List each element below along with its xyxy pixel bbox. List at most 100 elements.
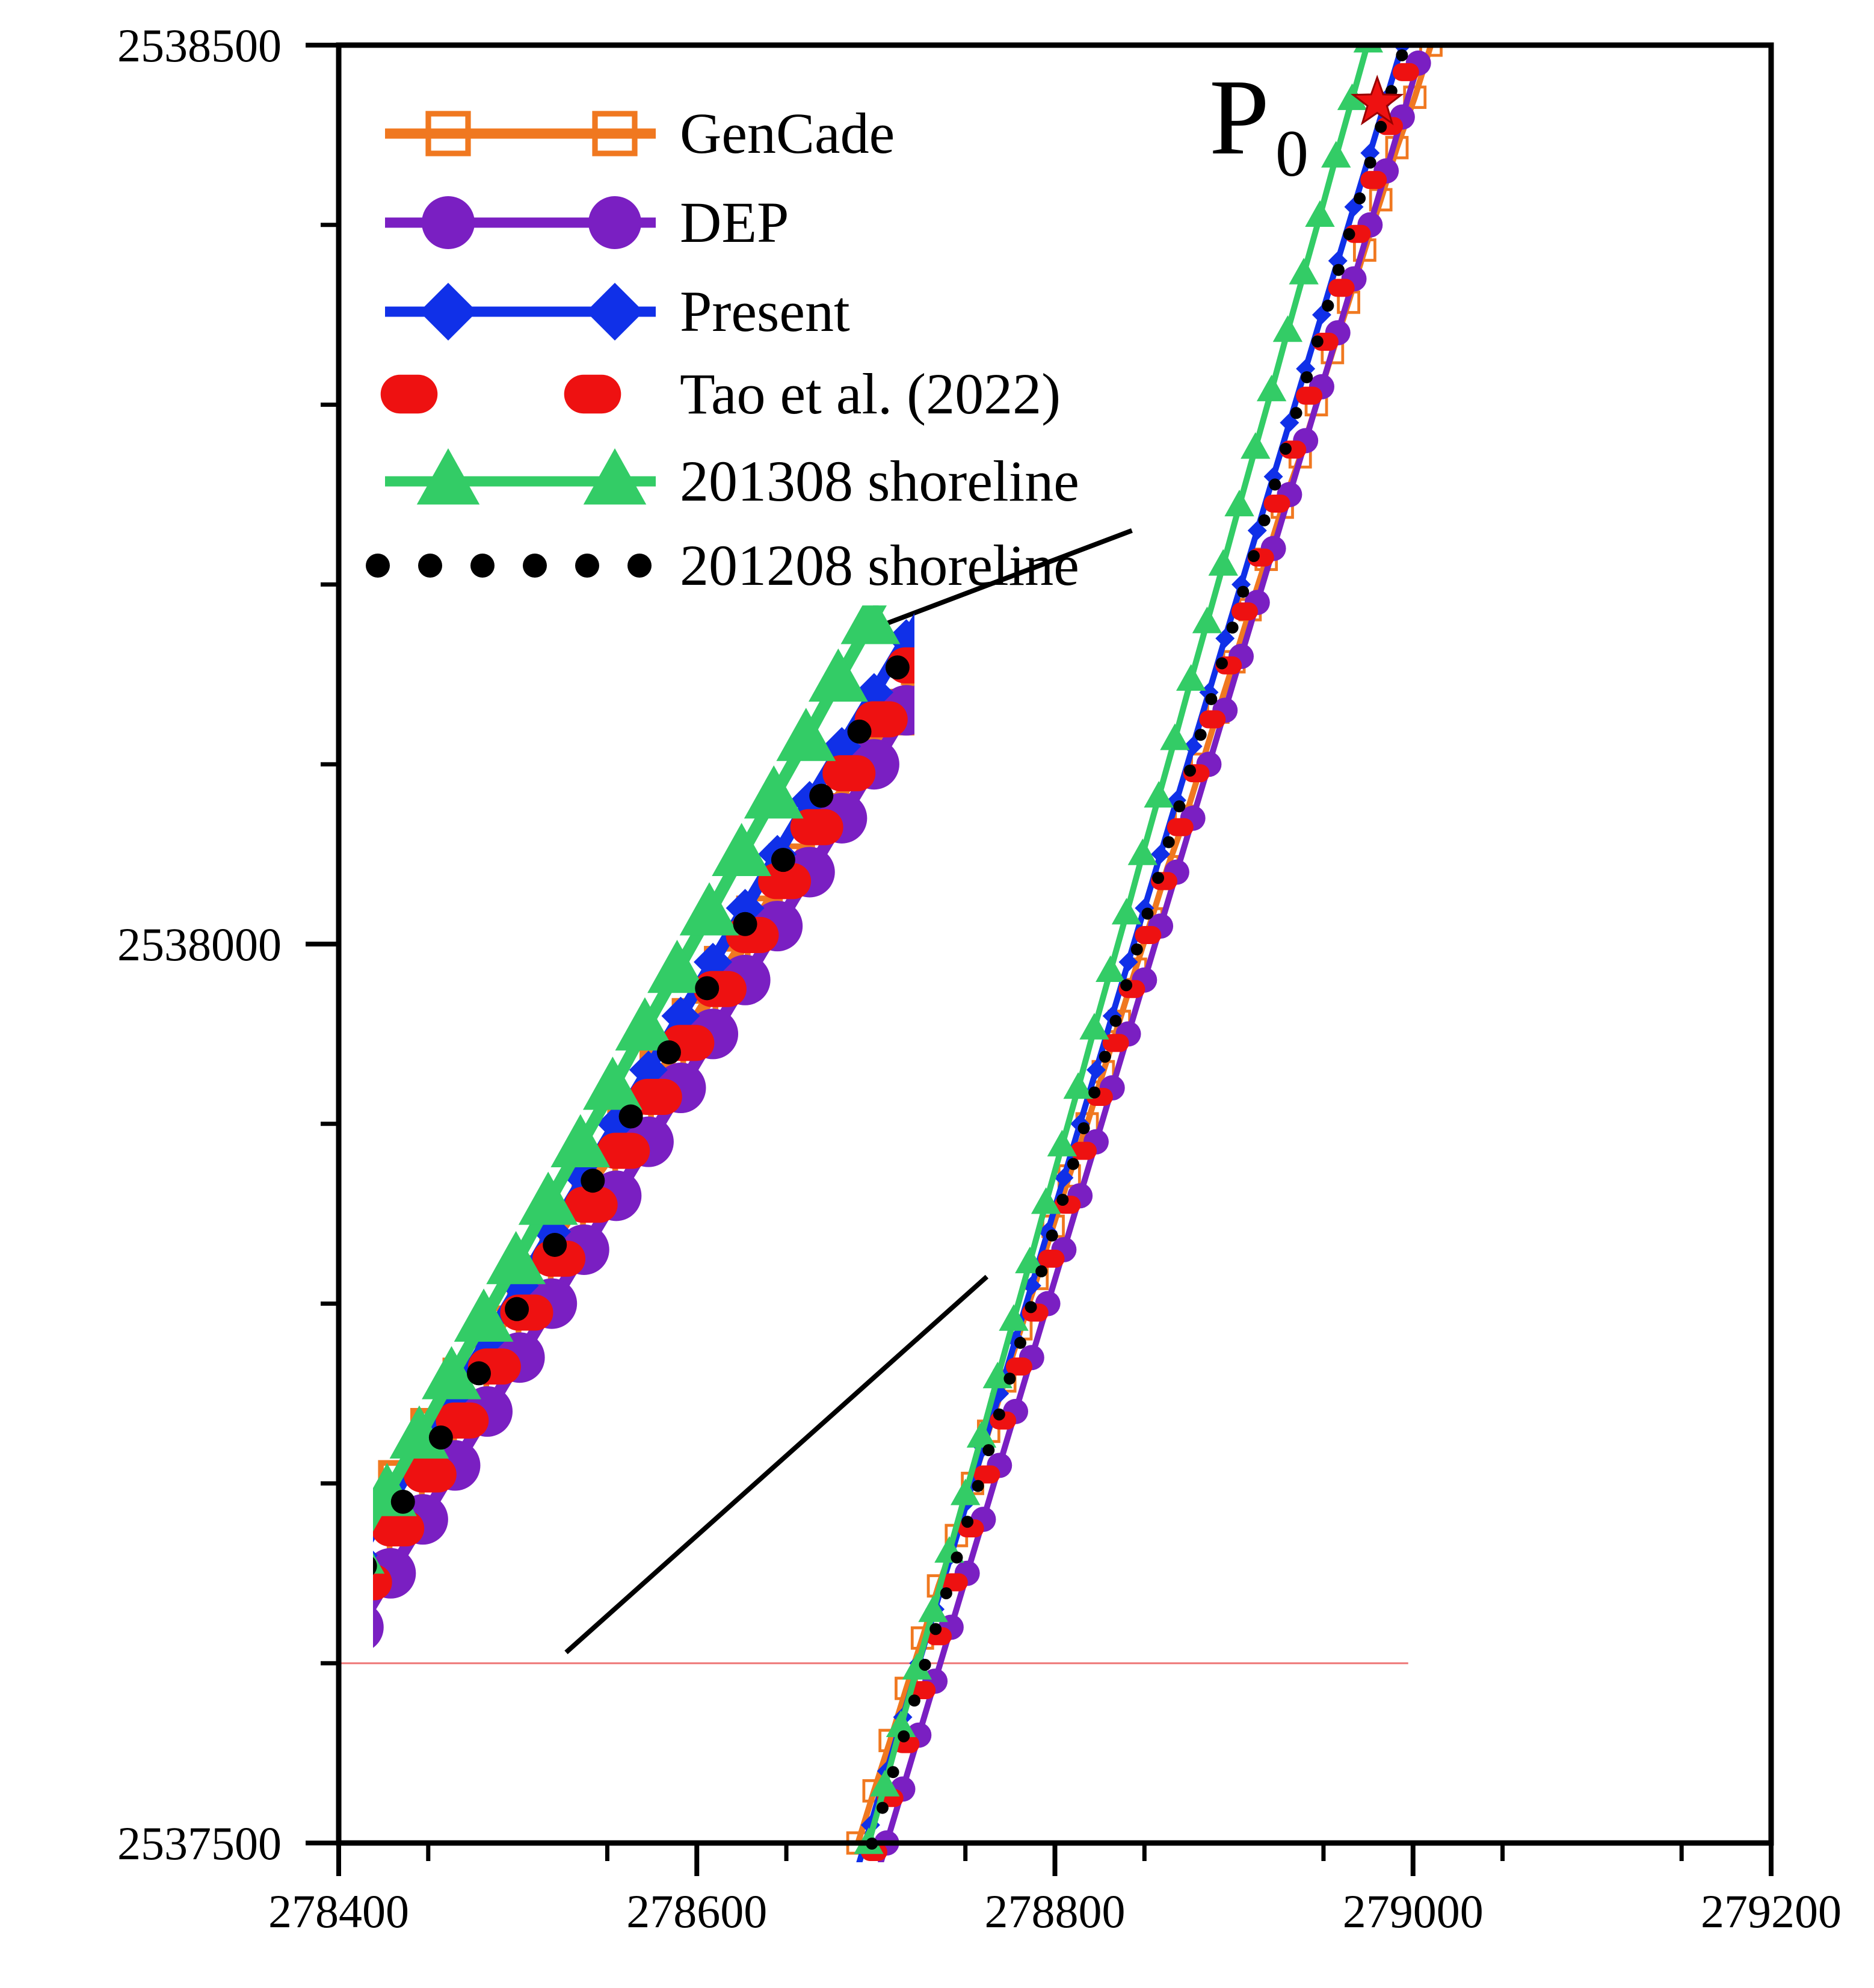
legend-marker-present-right [586,283,644,341]
series-201308-shoreline-point-24 [1241,432,1271,459]
inset-series-gencade-point-32 [1197,179,1238,220]
inset-series-present-point-30 [1112,242,1151,280]
inset-series-tao-et-al-2022-point-13 [564,1187,618,1223]
series-present-point-15 [1086,1060,1106,1080]
series-tao-et-al-2022-point-28 [1296,386,1323,405]
inset-series-gencade-point-1 [184,1770,225,1811]
series-present-point-21 [1183,736,1203,756]
series-present-point-0 [845,1869,864,1889]
inset-plot [140,0,1327,1976]
series-201308-shoreline-point-16 [1111,898,1142,925]
inset-connector-top [869,528,1133,632]
series-201308-shoreline-point-14 [1079,1013,1109,1040]
x-tick-label-1: 278600 [626,1885,767,1937]
legend-marker-201308-shoreline-right [583,448,647,505]
series-dep-point-1 [858,1885,883,1910]
series-tao-et-al-2022-point-30 [1328,279,1355,297]
inset-series-201308-shoreline-point-11 [518,1172,578,1225]
inset-series-tao-et-al-2022-point-35 [1274,0,1327,36]
inset-series-dep-point-7 [373,1548,416,1599]
series-201308-shoreline-point-1 [870,1770,900,1797]
inset-series-tao-et-al-2022-point-4 [274,1672,327,1708]
series-tao-et-al-2022-point-10 [1005,1357,1032,1376]
series-tao-et-al-2022-point-16 [1102,1034,1129,1052]
inset-series-dep-point-6 [373,1607,384,1648]
series-201308-shoreline-point-18 [1144,780,1174,808]
series-201308-shoreline-point-20 [1176,664,1206,691]
series-tao-et-al-2022-point-0 [845,1897,871,1915]
inset-connector-bottom [564,1274,989,1655]
series-present-point-35 [1409,0,1428,1]
inset-series-tao-et-al-2022-point-5 [307,1618,360,1654]
legend-label-201208-shoreline: 201208 shoreline [680,533,1079,597]
series-201308-shoreline-point-6 [950,1478,981,1505]
inset-series-201308-shoreline-point-31 [1163,10,1222,63]
series-tao-et-al-2022-point-6 [941,1573,968,1591]
inset-series-gencade-point-2 [216,1720,257,1761]
inset-series-tao-et-al-2022-point-30 [1112,270,1165,306]
legend-marker-tao-et-al-2022-right [564,374,621,414]
series-201308-shoreline-point-15 [1096,955,1126,983]
legend: GenCade DEP Present Tao et al. (2022) 201308… [366,101,1079,597]
series-201308-shoreline-point-19 [1160,723,1190,750]
inset-series-gencade-point-30 [1133,282,1174,323]
inset-series-dep-point-32 [1171,200,1222,250]
x-tick-label-3: 279000 [1343,1885,1484,1937]
inset-series-tao-et-al-2022-point-8 [403,1456,457,1493]
legend-entry-201208-shoreline: 201208 shoreline [366,533,1079,597]
series-present-point-19 [1151,844,1171,864]
series-tao-et-al-2022-point-14 [1070,1141,1097,1160]
series-tao-et-al-2022-point-35 [1409,9,1435,27]
legend-marker-201308-shoreline-left [416,448,480,505]
series-201308-shoreline-point-13 [1063,1072,1093,1099]
inset-series-dep-point-24 [913,649,914,664]
y-tick-label-1: 2538000 [117,918,282,971]
series-201308-shoreline-point-29 [1321,141,1351,168]
legend-entry-201308-shoreline: 201308 shoreline [385,448,1079,513]
inset-series-gencade-point-29 [1101,332,1142,373]
series-tao-et-al-2022-point-12 [1038,1249,1065,1268]
main-series-layer [845,0,1443,1915]
inset-connector-layer [564,528,1133,1655]
inset-series-201308-shoreline-point-12 [550,1114,611,1168]
y-tick-label-2: 2538500 [117,19,282,72]
legend-label-dep: DEP [680,190,789,255]
inset-series-dep-point-3 [236,1764,287,1814]
inset-series-tao-et-al-2022-point-6 [373,1564,392,1601]
inset-series-201308-shoreline-point-16 [679,882,739,936]
legend-marker-tao-et-al-2022-left [380,374,438,414]
series-201308-shoreline-point-10 [1015,1246,1045,1274]
legend-entry-gencade: GenCade [385,101,895,165]
series-201308-shoreline-point-27 [1289,258,1319,285]
series-201308-shoreline-point-11 [1031,1187,1061,1214]
inset-series-dep-point-31 [1139,253,1189,304]
legend-marker-gencade-right [592,111,638,156]
series-tao-et-al-2022-point-18 [1135,926,1162,945]
legend-label-201308-shoreline: 201308 shoreline [680,449,1079,513]
series-201308-shoreline-point-3 [902,1653,932,1680]
inset-series-present-point-4 [275,1644,313,1682]
series-201308-shoreline-point-2 [886,1710,916,1737]
series-201308-shoreline-point-26 [1272,315,1303,342]
legend-label-tao-et-al-2022: Tao et al. (2022) [680,362,1061,426]
inset-series-tao-et-al-2022-point-0 [146,1888,199,1924]
inset-series-present-point-3 [242,1698,281,1736]
inset-series-present-point-6 [373,1551,378,1560]
inset-series-201308-shoreline-point-14 [615,997,675,1051]
legend-entry-present: Present [385,279,850,344]
x-tick-label-0: 278400 [268,1885,409,1937]
legend-label-present: Present [680,279,850,344]
series-tao-et-al-2022-point-32 [1360,171,1387,190]
series-present-point-23 [1215,629,1235,649]
inset-series-dep-point-0 [140,1925,190,1976]
y-tick-label-0: 2537500 [117,1817,282,1869]
p0-label: P [1209,57,1269,177]
p0-subscript: 0 [1275,117,1308,190]
inset-series-tao-et-al-2022-point-3 [242,1726,295,1762]
series-tao-et-al-2022-point-22 [1199,710,1226,729]
p0-star-marker [1351,75,1404,126]
inset-series-tao-et-al-2022-point-14 [597,1132,650,1169]
inset-series-201308-shoreline-point-2 [229,1695,288,1748]
inset-series-201308-shoreline-point-21 [840,605,901,644]
